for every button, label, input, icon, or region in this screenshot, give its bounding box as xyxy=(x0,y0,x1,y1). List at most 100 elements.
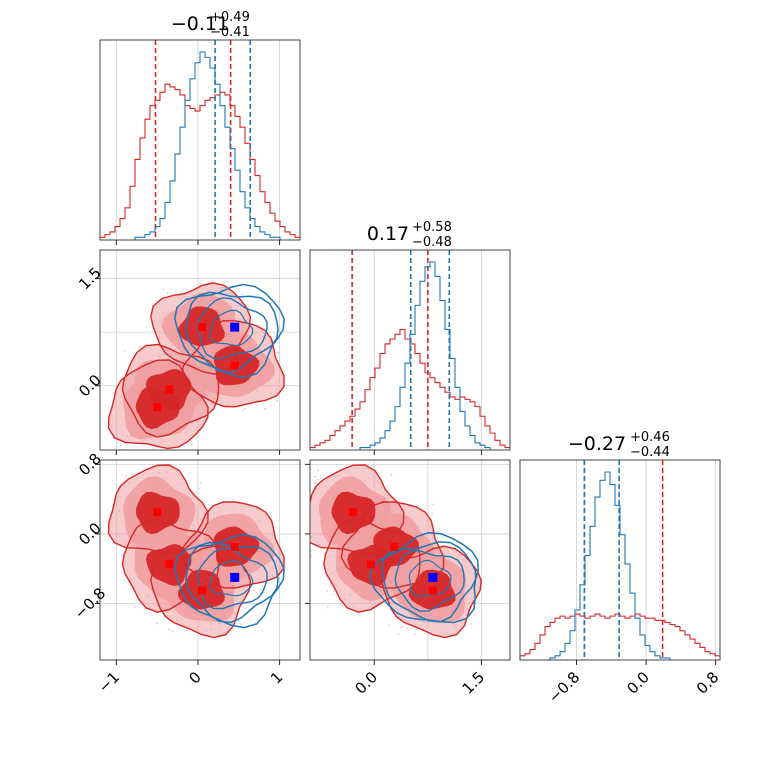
sample-point xyxy=(414,633,417,635)
sample-point xyxy=(399,626,402,628)
contour-line-blue xyxy=(197,297,268,360)
sample-point xyxy=(139,346,142,349)
sample-point xyxy=(388,624,391,627)
contour-line-blue xyxy=(369,531,479,624)
sample-point xyxy=(431,513,433,515)
sample-point xyxy=(176,451,178,453)
contour-line-red xyxy=(107,359,209,450)
histogram-series-1 xyxy=(100,83,300,240)
sample-point xyxy=(331,593,334,595)
red-marker xyxy=(390,542,399,551)
sample-point xyxy=(172,630,174,633)
sample-point xyxy=(261,585,264,587)
sample-point xyxy=(191,443,193,446)
title-param-2-sub: −0.48 xyxy=(412,235,452,250)
title-param-3: −0.27 xyxy=(568,433,626,455)
contour-line-blue xyxy=(197,547,268,610)
sample-point xyxy=(163,288,165,291)
sample-point xyxy=(406,627,408,630)
sample-point xyxy=(260,588,262,591)
panel-1-2 xyxy=(99,249,301,451)
sample-point xyxy=(198,487,201,489)
x-tick-label: 0.0 xyxy=(623,668,653,698)
sample-point xyxy=(166,292,169,294)
sample-point xyxy=(401,626,404,628)
contour-line-red xyxy=(181,320,285,408)
x-tick-label: 0 xyxy=(185,668,204,687)
sample-point xyxy=(123,350,126,352)
sample-point xyxy=(277,351,280,354)
sample-point xyxy=(252,589,255,592)
x-tick-label: 0.0 xyxy=(352,668,382,698)
contour-line-blue xyxy=(381,541,477,623)
contour-panel-2-3 xyxy=(310,464,482,639)
x-tick-label: 1 xyxy=(267,668,286,687)
contour-line-blue xyxy=(209,309,254,347)
blue-marker xyxy=(230,322,240,332)
sample-point xyxy=(189,472,191,475)
sample-point xyxy=(112,438,115,440)
contour-line-blue xyxy=(185,541,279,624)
histogram-group-1 xyxy=(100,40,300,240)
contour-line-red xyxy=(340,501,445,589)
contour-line-blue xyxy=(174,283,285,379)
sample-point xyxy=(189,441,192,444)
histogram-series-2 xyxy=(520,471,720,660)
sample-point xyxy=(242,409,244,412)
sample-point xyxy=(473,613,476,616)
x-tick-label: −1 xyxy=(95,668,123,696)
sample-point xyxy=(244,606,247,609)
sample-point xyxy=(199,482,202,484)
diag-panel-1 xyxy=(99,39,301,241)
sample-point xyxy=(156,622,159,625)
title-param-1-sup: +0.49 xyxy=(210,10,250,25)
contour-panel-1-3 xyxy=(107,464,285,639)
contour-line-blue xyxy=(408,559,452,598)
sample-point xyxy=(397,633,400,635)
sample-point xyxy=(125,474,128,477)
sample-point xyxy=(313,481,316,484)
sample-point xyxy=(416,628,419,631)
sample-point xyxy=(263,408,266,410)
sample-point xyxy=(326,606,329,609)
sample-point xyxy=(131,451,133,453)
red-marker xyxy=(153,508,162,517)
contour-line-red xyxy=(310,464,405,555)
title-param-1-sub: −0.41 xyxy=(210,25,250,40)
red-marker xyxy=(348,508,357,517)
sample-point xyxy=(133,606,136,608)
sample-point xyxy=(243,407,246,410)
contour-line-red xyxy=(150,545,252,639)
red-marker xyxy=(428,586,437,595)
diag-panel-3 xyxy=(519,459,721,661)
contour-line-blue xyxy=(174,534,285,629)
sample-point xyxy=(265,407,267,410)
panel-2-3 xyxy=(309,459,511,661)
x-tick-label: 0.8 xyxy=(693,668,723,698)
sample-point xyxy=(329,583,332,586)
sample-point xyxy=(185,288,188,290)
red-marker xyxy=(230,542,239,551)
x-tick-label: −0.8 xyxy=(545,668,583,706)
sample-point xyxy=(314,475,317,478)
diag-panel-2 xyxy=(309,249,511,451)
contour-line-red xyxy=(380,545,482,639)
sample-point xyxy=(169,292,172,294)
histogram-series-1 xyxy=(520,613,720,660)
histogram-group-2 xyxy=(310,250,510,450)
sample-point xyxy=(317,469,320,472)
panel-1-3 xyxy=(99,459,301,661)
contour-line-blue xyxy=(209,559,254,597)
sample-point xyxy=(241,293,244,296)
sample-point xyxy=(432,503,435,506)
blue-marker xyxy=(230,572,240,582)
contour-line-blue xyxy=(394,550,465,612)
sample-point xyxy=(437,530,440,533)
red-marker xyxy=(198,586,207,595)
title-param-3-sub: −0.44 xyxy=(630,445,670,460)
sample-point xyxy=(112,392,115,394)
sample-point xyxy=(390,473,393,476)
sample-point xyxy=(317,478,320,481)
sample-point xyxy=(437,527,440,530)
red-marker xyxy=(198,323,207,332)
